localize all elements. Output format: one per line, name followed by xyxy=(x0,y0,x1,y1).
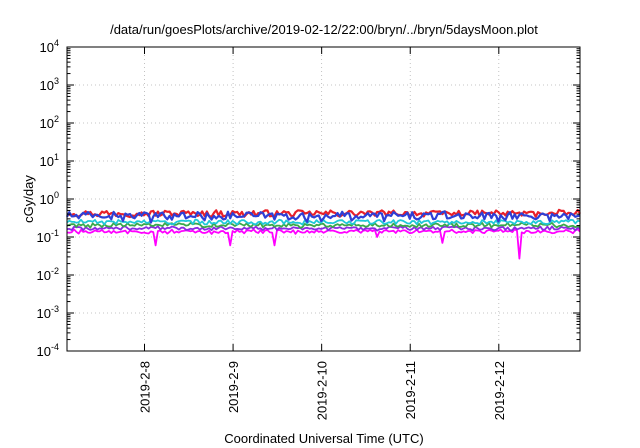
y-tick-exponent: 2 xyxy=(54,114,59,124)
series-line xyxy=(66,228,581,260)
y-tick-exponent: -4 xyxy=(51,342,59,352)
y-tick-base: 10 xyxy=(40,116,54,131)
y-tick-label: 10-3 xyxy=(37,304,59,321)
y-tick-exponent: 1 xyxy=(54,152,59,162)
y-tick-base: 10 xyxy=(40,40,54,55)
series-line xyxy=(66,221,581,229)
chart-title: /data/run/goesPlots/archive/2019-02-12/2… xyxy=(110,22,538,37)
y-tick-base: 10 xyxy=(37,306,51,321)
y-tick-exponent: -3 xyxy=(51,304,59,314)
y-tick-label: 102 xyxy=(40,114,59,131)
series-line xyxy=(66,208,581,219)
x-tick-label: 2019-2-9 xyxy=(226,361,241,413)
series-line xyxy=(66,225,581,232)
x-tick-label: 2019-2-8 xyxy=(138,361,153,413)
x-tick-label: 2019-2-10 xyxy=(315,361,330,420)
x-tick-label: 2019-2-12 xyxy=(492,361,507,420)
x-tick-label: 2019-2-11 xyxy=(403,361,418,419)
y-tick-label: 10-2 xyxy=(37,266,59,283)
y-axis-label: cGy/day xyxy=(21,175,36,223)
y-tick-base: 10 xyxy=(40,78,54,93)
y-tick-base: 10 xyxy=(40,192,54,207)
y-tick-label: 100 xyxy=(40,190,59,207)
y-tick-base: 10 xyxy=(37,344,51,359)
y-tick-exponent: 3 xyxy=(54,76,59,86)
y-tick-exponent: -1 xyxy=(51,228,59,238)
series-line xyxy=(66,210,581,224)
y-tick-exponent: 0 xyxy=(54,190,59,200)
y-tick-label: 103 xyxy=(40,76,59,93)
y-tick-base: 10 xyxy=(37,230,51,245)
y-tick-exponent: 4 xyxy=(54,38,59,48)
grid xyxy=(67,47,580,351)
y-tick-base: 10 xyxy=(40,154,54,169)
x-axis: 2019-2-8 2019-2-9 2019-2-10 2019-2-11 2019-2… xyxy=(138,47,507,420)
y-tick-label: 104 xyxy=(40,38,59,55)
x-axis-label: Coordinated Universal Time (UTC) xyxy=(224,431,423,446)
y-tick-label: 101 xyxy=(40,152,59,169)
y-tick-base: 10 xyxy=(37,268,51,283)
series-group xyxy=(66,208,581,260)
y-tick-exponent: -2 xyxy=(51,266,59,276)
y-tick-label: 10-1 xyxy=(37,228,59,245)
y-tick-label: 10-4 xyxy=(37,342,59,359)
